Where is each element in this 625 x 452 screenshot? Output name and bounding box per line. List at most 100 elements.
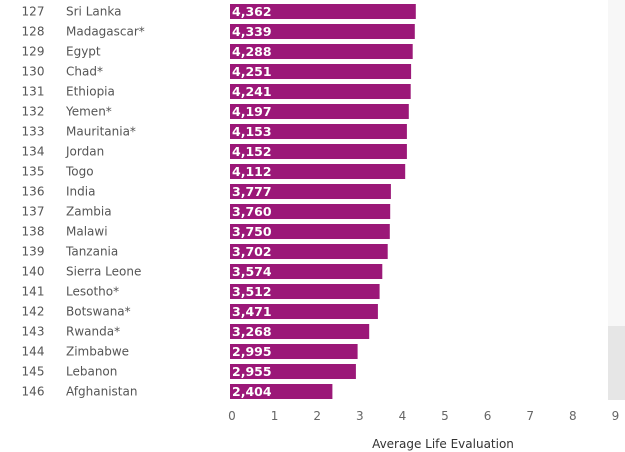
- country-label: Rwanda*: [66, 325, 120, 339]
- chart-row[interactable]: 132 Yemen* 4,197: [22, 104, 409, 119]
- bar[interactable]: [230, 124, 407, 139]
- rank-label: 128: [22, 25, 45, 39]
- country-label: Botswana*: [66, 305, 131, 319]
- rank-label: 133: [22, 125, 45, 139]
- chart-row[interactable]: 144 Zimbabwe 2,995: [22, 344, 358, 359]
- country-label: Ethiopia: [66, 85, 115, 99]
- bar[interactable]: [230, 164, 406, 179]
- bar[interactable]: [230, 84, 411, 99]
- bar-value-label: 4,339: [232, 24, 272, 39]
- country-label: Sierra Leone: [66, 265, 141, 279]
- chart-row[interactable]: 128 Madagascar* 4,339: [22, 24, 415, 39]
- chart-row[interactable]: 127 Sri Lanka 4,362: [22, 4, 416, 19]
- rank-label: 143: [22, 325, 45, 339]
- rank-label: 130: [22, 65, 45, 79]
- bar[interactable]: [230, 244, 388, 259]
- x-tick-label: 1: [271, 409, 279, 423]
- bar-value-label: 4,288: [232, 44, 272, 59]
- chart-row[interactable]: 138 Malawi 3,750: [22, 224, 390, 239]
- chart-row[interactable]: 139 Tanzania 3,702: [22, 244, 388, 259]
- rank-label: 131: [22, 85, 45, 99]
- rank-label: 136: [22, 185, 45, 199]
- bar[interactable]: [230, 284, 380, 299]
- bar[interactable]: [230, 104, 409, 119]
- rank-label: 132: [22, 105, 45, 119]
- x-tick-label: 8: [569, 409, 577, 423]
- country-label: Tanzania: [65, 245, 118, 259]
- chart-row[interactable]: 135 Togo 4,112: [22, 164, 406, 179]
- rank-label: 129: [22, 45, 45, 59]
- bar-value-label: 3,471: [232, 304, 272, 319]
- x-tick-label: 7: [526, 409, 534, 423]
- bar[interactable]: [230, 304, 378, 319]
- rank-label: 127: [22, 5, 45, 19]
- bar-value-label: 2,955: [232, 364, 272, 379]
- chart-row[interactable]: 142 Botswana* 3,471: [22, 304, 378, 319]
- chart-row[interactable]: 137 Zambia 3,760: [22, 204, 391, 219]
- country-label: Zimbabwe: [66, 345, 129, 359]
- bar-value-label: 2,995: [232, 344, 272, 359]
- x-tick-label: 4: [399, 409, 407, 423]
- rank-label: 134: [22, 145, 45, 159]
- bar[interactable]: [230, 384, 333, 399]
- bar[interactable]: [230, 44, 413, 59]
- country-label: Sri Lanka: [66, 5, 121, 19]
- bar[interactable]: [230, 64, 412, 79]
- x-axis-title: Average Life Evaluation: [372, 437, 514, 451]
- chart-row[interactable]: 134 Jordan 4,152: [22, 144, 407, 159]
- bar-value-label: 4,112: [232, 164, 272, 179]
- scrollbar-thumb[interactable]: [608, 326, 625, 400]
- vertical-scrollbar[interactable]: [608, 0, 625, 400]
- bar[interactable]: [230, 144, 407, 159]
- x-tick-label: 9: [612, 409, 620, 423]
- bar[interactable]: [230, 24, 415, 39]
- chart-row[interactable]: 129 Egypt 4,288: [22, 44, 413, 59]
- bar-value-label: 3,750: [232, 224, 272, 239]
- bar[interactable]: [230, 324, 370, 339]
- rank-label: 137: [22, 205, 45, 219]
- bar[interactable]: [230, 4, 416, 19]
- chart-row[interactable]: 136 India 3,777: [22, 184, 391, 199]
- bar-value-label: 3,760: [232, 204, 272, 219]
- bar-value-label: 3,702: [232, 244, 272, 259]
- x-axis: 0 1 2 3 4 5 6 7 8 9: [228, 409, 619, 423]
- chart-row[interactable]: 140 Sierra Leone 3,574: [22, 264, 383, 279]
- x-tick-label: 3: [356, 409, 364, 423]
- chart-row[interactable]: 131 Ethiopia 4,241: [22, 84, 411, 99]
- bar-value-label: 4,251: [232, 64, 272, 79]
- bar-value-label: 2,404: [232, 384, 272, 399]
- bar-value-label: 4,197: [232, 104, 272, 119]
- country-label: Togo: [65, 165, 94, 179]
- bar-value-label: 3,777: [232, 184, 272, 199]
- chart-row[interactable]: 130 Chad* 4,251: [22, 64, 412, 79]
- x-tick-label: 6: [484, 409, 492, 423]
- bar[interactable]: [230, 344, 358, 359]
- chart-row[interactable]: 146 Afghanistan 2,404: [22, 384, 333, 399]
- bar[interactable]: [230, 204, 391, 219]
- bar[interactable]: [230, 184, 391, 199]
- chart-row[interactable]: 143 Rwanda* 3,268: [22, 324, 370, 339]
- rank-label: 141: [22, 285, 45, 299]
- country-label: Malawi: [66, 225, 108, 239]
- country-label: Jordan: [65, 145, 104, 159]
- rank-label: 142: [22, 305, 45, 319]
- x-tick-label: 2: [313, 409, 321, 423]
- rank-label: 138: [22, 225, 45, 239]
- chart-row[interactable]: 133 Mauritania* 4,153: [22, 124, 407, 139]
- country-label: Yemen*: [65, 105, 112, 119]
- chart-row[interactable]: 141 Lesotho* 3,512: [22, 284, 380, 299]
- bar[interactable]: [230, 224, 390, 239]
- bar-value-label: 3,512: [232, 284, 272, 299]
- country-label: Zambia: [66, 205, 112, 219]
- bar[interactable]: [230, 264, 383, 279]
- country-label: Madagascar*: [66, 25, 145, 39]
- rank-label: 135: [22, 165, 45, 179]
- rank-label: 140: [22, 265, 45, 279]
- bar-value-label: 4,362: [232, 4, 272, 19]
- chart-row[interactable]: 145 Lebanon 2,955: [22, 364, 356, 379]
- rank-label: 139: [22, 245, 45, 259]
- scrollbar-track[interactable]: [608, 0, 625, 400]
- bar[interactable]: [230, 364, 356, 379]
- rank-label: 145: [22, 365, 45, 379]
